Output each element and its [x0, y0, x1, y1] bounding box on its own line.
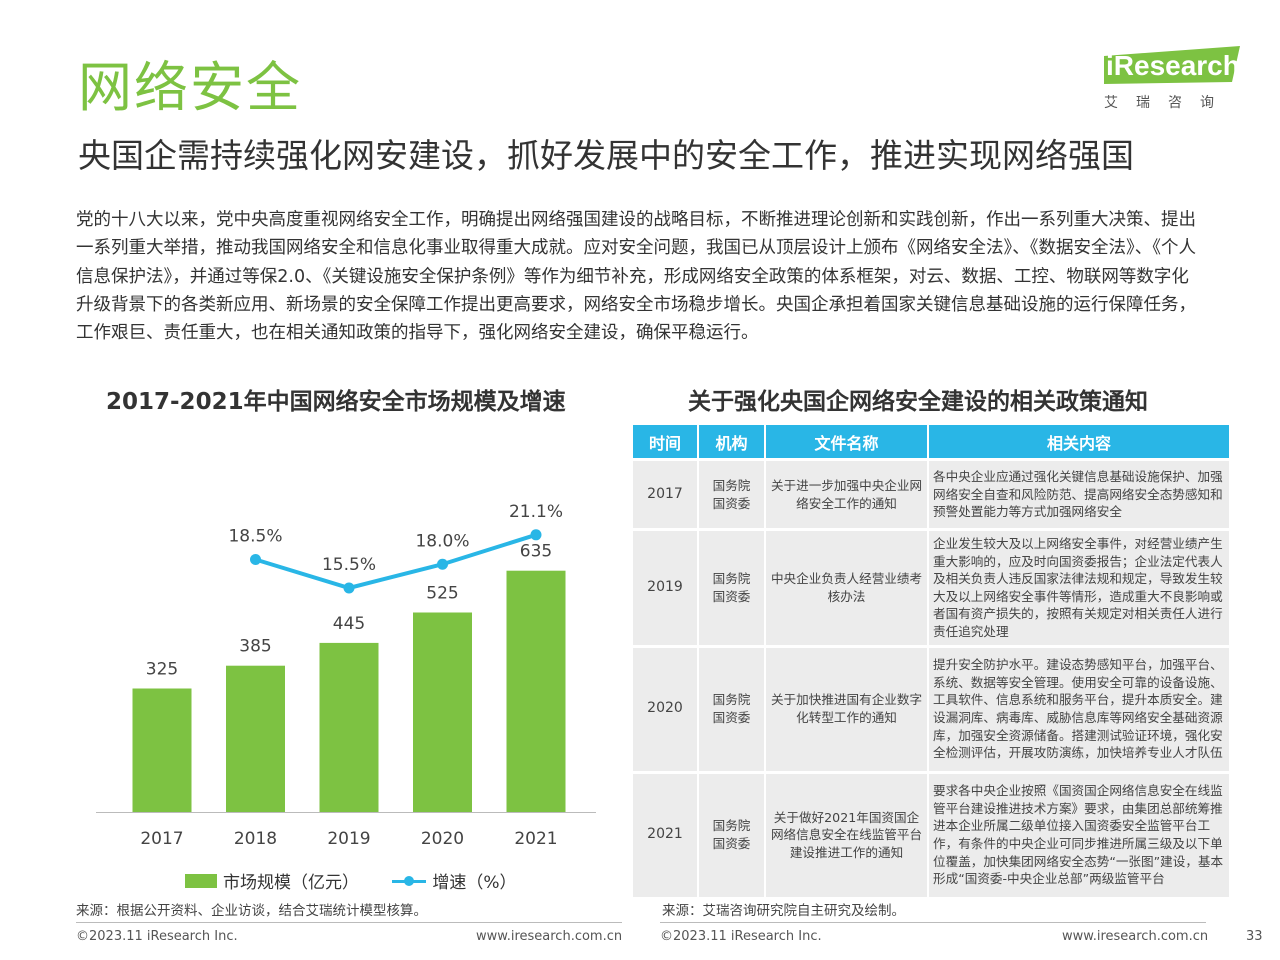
row-year: 2021: [633, 770, 699, 897]
growth-value-label: 18.0%: [415, 531, 469, 551]
bar-value-label: 385: [239, 637, 271, 657]
chart-legend: 市场规模（亿元） 增速（%）: [185, 868, 545, 893]
row-doc: 中央企业负责人经营业绩考核办法: [766, 528, 929, 645]
legend-label-bars: 市场规模（亿元）: [223, 873, 359, 893]
row-content: 提升安全防护水平。建设态势感知平台，加强平台、系统、数据等安全管理。使用安全可靠…: [929, 644, 1231, 771]
legend-label-line: 增速（%）: [432, 873, 517, 893]
x-tick-label: 2021: [514, 829, 557, 849]
logo-word: iResearch: [1106, 50, 1240, 81]
header-doc: 文件名称: [766, 425, 929, 458]
bar-value-label: 445: [333, 614, 365, 634]
x-tick-label: 2020: [421, 829, 464, 849]
bar-value-label: 635: [520, 542, 552, 562]
market-size-chart: 325 2017 385 2018 445 2019 525 2020 635 2021 18.5%…: [96, 502, 596, 849]
page-title: 网络安全: [78, 56, 302, 119]
header-content: 相关内容: [929, 425, 1231, 458]
page-subtitle: 央国企需持续强化网安建设，抓好发展中的安全工作，推进实现网络强国: [78, 136, 1134, 175]
bar-value-label: 525: [426, 584, 458, 604]
row-year: 2019: [633, 528, 699, 645]
table-title: 关于强化央国企网络安全建设的相关政策通知: [688, 389, 1148, 415]
table-row: 2021 国务院 国资委 关于做好2021年国资国企网络信息安全在线监管平台建设…: [633, 770, 1231, 897]
footer-url-right[interactable]: www.iresearch.com.cn: [1062, 929, 1209, 944]
source-note-left: 来源：根据公开资料、企业访谈，结合艾瑞统计模型核算。: [76, 903, 427, 919]
bar: [132, 688, 192, 812]
source-note-right: 来源：艾瑞咨询研究院自主研究及绘制。: [662, 903, 905, 919]
page-number: 33: [1246, 929, 1263, 944]
bar-value-label: 325: [146, 660, 178, 680]
growth-line: [254, 532, 537, 591]
footer-divider-right: [660, 922, 1206, 923]
chart-title: 2017-2021年中国网络安全市场规模及增速: [106, 389, 566, 415]
legend-item-bars: 市场规模（亿元）: [185, 868, 359, 893]
row-org: 国务院 国资委: [699, 770, 766, 897]
footer-copyright-left: ©2023.11 iResearch Inc.: [76, 929, 238, 944]
x-tick-label: 2017: [140, 829, 183, 849]
bar: [506, 570, 566, 812]
growth-value-label: 21.1%: [509, 502, 563, 522]
row-org: 国务院 国资委: [699, 644, 766, 771]
row-year: 2020: [633, 644, 699, 771]
row-doc: 关于做好2021年国资国企网络信息安全在线监管平台建设推进工作的通知: [766, 770, 929, 897]
footer-url-left[interactable]: www.iresearch.com.cn: [476, 929, 623, 944]
legend-line-swatch: [392, 874, 427, 888]
intro-paragraph: 党的十八大以来，党中央高度重视网络安全工作，明确提出网络强国建设的战略目标，不断…: [76, 210, 1196, 344]
growth-value-label: 18.5%: [228, 527, 282, 547]
header-org: 机构: [699, 425, 766, 458]
growth-point: [343, 582, 355, 594]
table-row: 2020 国务院 国资委 关于加快推进国有企业数字化转型工作的通知 提升安全防护…: [633, 644, 1231, 771]
table-row: 2019 国务院 国资委 中央企业负责人经营业绩考核办法 企业发生较大及以上网络…: [633, 528, 1231, 645]
row-content: 企业发生较大及以上网络安全事件，对经营业绩产生重大影响的，应及时向国资委报告；企…: [929, 528, 1231, 645]
x-tick-label: 2018: [234, 829, 277, 849]
bar: [319, 642, 379, 812]
footer-divider-left: [76, 922, 622, 923]
growth-point: [530, 529, 542, 541]
legend-item-line: 增速（%）: [392, 868, 517, 893]
header-year: 时间: [633, 425, 699, 458]
x-tick-label: 2019: [327, 829, 370, 849]
legend-bar-swatch: [185, 873, 217, 888]
bar: [413, 612, 472, 812]
row-content: 各中央企业应通过强化关键信息基础设施保护、加强网络安全自查和风险防范、提高网络安…: [929, 458, 1231, 528]
row-doc: 关于加快推进国有企业数字化转型工作的通知: [766, 644, 929, 771]
table-row: 2017 国务院 国资委 关于进一步加强中央企业网络安全工作的通知 各中央企业应…: [633, 458, 1231, 528]
row-org: 国务院 国资委: [699, 528, 766, 645]
table-header-row: 时间 机构 文件名称 相关内容: [633, 425, 1231, 458]
iresearch-logo: iResearch 艾瑞咨询: [1100, 44, 1250, 114]
policy-table: 时间 机构 文件名称 相关内容 2017 国务院 国资委 关于进一步加强中央企业…: [633, 425, 1231, 897]
growth-point: [250, 554, 261, 565]
bar: [226, 665, 285, 812]
row-content: 要求各中央企业按照《国资国企网络信息安全在线监管平台建设推进技术方案》要求，由集…: [929, 770, 1231, 897]
growth-value-label: 15.5%: [322, 555, 376, 575]
footer-copyright-right: ©2023.11 iResearch Inc.: [660, 929, 822, 944]
logo-banner-icon: [1104, 46, 1240, 84]
logo-subtitle: 艾瑞咨询: [1104, 95, 1232, 111]
row-year: 2017: [633, 458, 699, 528]
row-org: 国务院 国资委: [699, 458, 766, 528]
row-doc: 关于进一步加强中央企业网络安全工作的通知: [766, 458, 929, 528]
growth-point: [437, 558, 448, 570]
